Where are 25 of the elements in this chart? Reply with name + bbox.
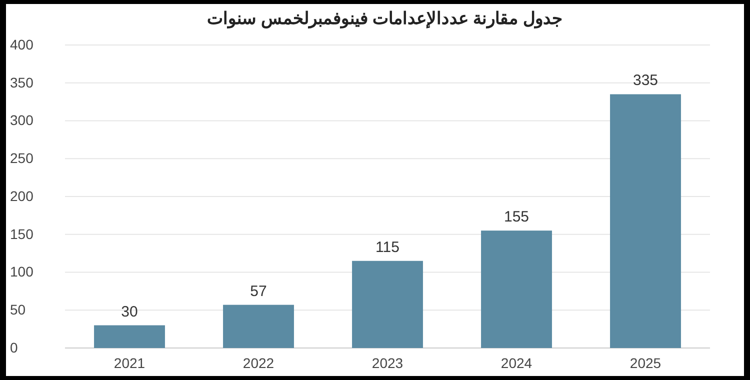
x-tick-label: 2021 bbox=[114, 354, 146, 371]
x-tick-label: 2023 bbox=[372, 354, 404, 371]
x-tick-label: 2024 bbox=[500, 354, 532, 371]
bar bbox=[610, 94, 681, 348]
y-tick-label: 150 bbox=[10, 226, 34, 242]
y-tick-label: 200 bbox=[10, 188, 34, 204]
data-label: 57 bbox=[250, 282, 267, 300]
data-label: 30 bbox=[121, 303, 138, 320]
y-tick-label: 300 bbox=[10, 112, 34, 128]
y-tick-label: 250 bbox=[10, 150, 34, 166]
x-tick-label: 2022 bbox=[242, 354, 274, 371]
y-tick-label: 350 bbox=[10, 74, 34, 90]
y-tick-label: 50 bbox=[10, 302, 26, 318]
data-label: 335 bbox=[632, 72, 658, 90]
y-tick-label: 100 bbox=[10, 264, 34, 280]
bar bbox=[481, 230, 552, 348]
y-tick-label: 400 bbox=[10, 36, 34, 52]
data-label: 155 bbox=[504, 208, 530, 226]
bar bbox=[223, 304, 294, 348]
x-tick-label: 2025 bbox=[630, 354, 662, 371]
chart-title: جدول مقارنة عددالإعدامات فينوفمبرلخمس سنوات bbox=[207, 9, 563, 29]
y-tick-label: 0 bbox=[10, 339, 18, 356]
data-label: 115 bbox=[376, 238, 400, 256]
bar bbox=[352, 260, 423, 348]
bar bbox=[94, 325, 165, 348]
